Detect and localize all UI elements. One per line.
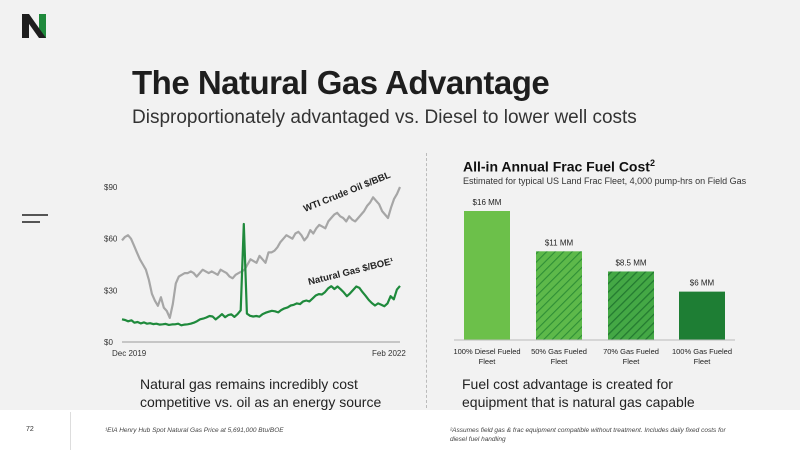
left-caption: Natural gas remains incredibly cost comp… xyxy=(140,376,382,410)
bar-category-label: Fleet xyxy=(623,357,641,366)
bar-category-label: Fleet xyxy=(694,357,712,366)
bar xyxy=(536,251,582,340)
y-tick-label: $60 xyxy=(104,235,118,244)
bar-category-label: 70% Gas Fueled xyxy=(603,347,659,356)
x-tick-end: Feb 2022 xyxy=(372,349,406,358)
section-divider xyxy=(426,153,427,408)
x-tick-start: Dec 2019 xyxy=(112,349,147,358)
bar-category-label: Fleet xyxy=(551,357,569,366)
company-logo-icon xyxy=(22,14,46,38)
y-tick-label: $0 xyxy=(104,338,113,347)
bar-chart-title: All-in Annual Frac Fuel Cost2 xyxy=(463,158,655,175)
bar-category-label: 100% Gas Fueled xyxy=(672,347,732,356)
page-subtitle: Disproportionately advantaged vs. Diesel… xyxy=(132,107,637,128)
page-title: The Natural Gas Advantage xyxy=(132,64,550,101)
bar xyxy=(464,211,510,340)
bar xyxy=(608,271,654,340)
y-tick-label: $90 xyxy=(104,183,118,192)
footnote-left: ¹EIA Henry Hub Spot Natural Gas Price at… xyxy=(105,427,284,434)
bar-category-label: Fleet xyxy=(479,357,497,366)
bar-category-label: 100% Diesel Fueled xyxy=(453,347,520,356)
series-line-wti-crude-oil xyxy=(121,186,402,319)
bar-chart-subtitle: Estimated for typical US Land Frac Fleet… xyxy=(463,176,747,186)
footnote-right: ²Assumes field gas & frac equipment comp… xyxy=(450,427,726,443)
bar-value-label: $11 MM xyxy=(545,238,574,247)
series-line-natural-gas xyxy=(121,222,401,327)
page-number: 72 xyxy=(26,426,34,433)
bar-value-label: $8.5 MM xyxy=(615,258,646,267)
footer-bar xyxy=(0,410,800,450)
bar-value-label: $6 MM xyxy=(690,279,715,288)
bar-value-label: $16 MM xyxy=(473,198,502,207)
right-caption: Fuel cost advantage is created for equip… xyxy=(462,376,695,410)
bar xyxy=(679,291,725,340)
bar-category-label: 50% Gas Fueled xyxy=(531,347,587,356)
side-menu-marker xyxy=(22,214,48,228)
footer-separator xyxy=(70,412,71,450)
y-tick-label: $30 xyxy=(104,286,118,295)
